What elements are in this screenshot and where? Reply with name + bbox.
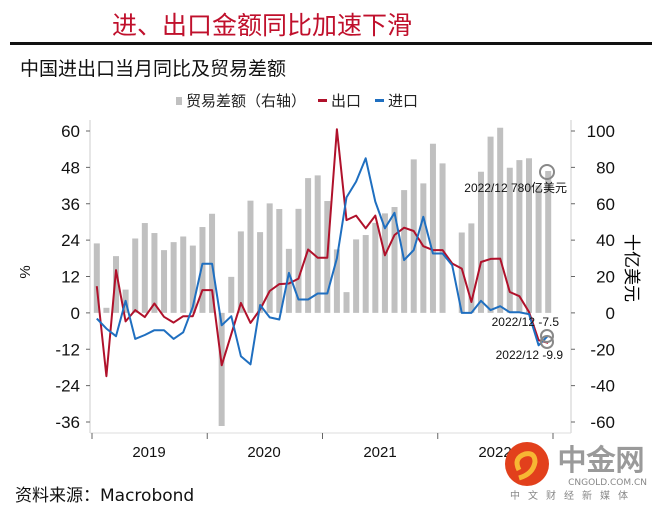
y-tick-label-right: -40: [590, 377, 615, 396]
y-tick-label-right: -20: [590, 340, 615, 359]
legend-swatch-exports: [318, 99, 328, 102]
y-tick-label-right: 80: [596, 158, 615, 177]
balance-bar: [247, 200, 254, 313]
balance-bar: [189, 245, 196, 313]
balance-bar: [237, 231, 244, 313]
balance-bar: [151, 233, 158, 313]
balance-bar: [305, 178, 312, 313]
balance-bar: [199, 227, 206, 313]
logo-domain: CNGOLD.COM.CN: [568, 478, 647, 488]
logo-tagline: 中文财经新媒体: [510, 489, 636, 502]
annotation-marker-exports: [540, 335, 554, 349]
axes: [86, 120, 575, 439]
balance-bar: [276, 209, 283, 313]
balance-bar: [372, 222, 379, 313]
balance-bar: [285, 248, 292, 313]
y-tick-label-left: -36: [55, 413, 80, 432]
balance-bar: [170, 242, 177, 313]
title-divider: [10, 42, 652, 45]
balance-bar: [381, 213, 388, 313]
balance-bar: [93, 243, 100, 313]
balance-bar: [343, 292, 350, 313]
y-tick-label-right: 0: [606, 304, 615, 323]
balance-bar: [401, 190, 408, 313]
balance-bar: [420, 183, 427, 313]
y-tick-label-right: -60: [590, 413, 615, 432]
balance-bar: [362, 235, 369, 313]
balance-bar: [525, 158, 532, 313]
balance-bar: [103, 307, 110, 313]
balance-bar: [141, 223, 148, 313]
y-tick-label-right: 60: [596, 195, 615, 214]
exports-line: [95, 128, 549, 378]
balance-bars: [93, 127, 552, 427]
balance-bar: [545, 171, 552, 313]
lines: [95, 128, 549, 378]
balance-bar: [266, 203, 273, 313]
balance-bar: [257, 232, 264, 313]
chart-title: 中国进出口当月同比及贸易差额: [20, 58, 287, 80]
balance-bar: [477, 171, 484, 313]
imports-line: [96, 157, 549, 366]
balance-bar: [516, 160, 523, 313]
balance-bar: [218, 312, 225, 427]
balance-bar: [353, 239, 360, 313]
y-tick-label-right: 20: [596, 268, 615, 287]
y-axis-left-label: %: [17, 265, 34, 278]
balance-bar: [314, 175, 321, 313]
x-tick-label: 2022: [478, 444, 511, 461]
y-tick-label-left: 36: [61, 195, 80, 214]
balance-bar: [439, 163, 446, 313]
balance-bar: [333, 249, 340, 313]
source-note: 资料来源：Macrobond: [15, 486, 195, 506]
page-title: 进、出口金额同比加速下滑: [111, 11, 412, 40]
annotation-exports: 2022/12 -9.9: [496, 348, 564, 362]
balance-bar: [161, 250, 168, 313]
annotation-balance: 2022/12 780亿美元: [464, 180, 567, 195]
y-tick-label-left: -12: [55, 340, 80, 359]
y-tick-label-left: 24: [61, 231, 80, 250]
y-tick-label-left: 0: [71, 304, 80, 323]
balance-bar: [132, 238, 139, 313]
x-tick-label: 2019: [132, 444, 165, 461]
balance-bar: [458, 232, 465, 313]
balance-bar: [487, 136, 494, 313]
y-tick-label-right: 40: [596, 231, 615, 250]
annotation-marker-imports: [540, 329, 554, 343]
logo-name: 中金网: [557, 443, 644, 477]
balance-bar: [410, 159, 417, 313]
y-tick-label-left: 60: [61, 122, 80, 141]
balance-bar: [497, 127, 504, 313]
annotation-imports: 2022/12 -7.5: [492, 315, 560, 329]
logo: 中金网 CNGOLD.COM.CN 中文财经新媒体: [505, 442, 647, 502]
balance-bar: [506, 167, 513, 313]
x-tick-label: 2020: [247, 444, 280, 461]
balance-bar: [295, 208, 302, 313]
legend-swatch-balance: [176, 96, 182, 105]
legend: 贸易差额（右轴） 出口 进口: [176, 90, 418, 111]
balance-bar: [180, 236, 187, 313]
legend-label-imports: 进口: [388, 92, 419, 110]
y-tick-label-left: 48: [61, 158, 80, 177]
balance-bar: [468, 223, 475, 313]
annotation-marker-balance: [539, 164, 555, 180]
logo-mark-icon: [505, 442, 549, 486]
y-tick-label-left: -24: [55, 377, 80, 396]
x-tick-label: 2021: [363, 444, 396, 461]
y-axis-right-label: 十亿美元: [621, 234, 641, 302]
balance-bar: [429, 143, 436, 313]
y-tick-label-left: 12: [61, 268, 80, 287]
legend-label-exports: 出口: [331, 92, 362, 110]
balance-bar: [535, 185, 542, 313]
balance-bar: [391, 207, 398, 313]
legend-label-balance: 贸易差额（右轴）: [186, 92, 307, 110]
balance-bar: [113, 256, 120, 313]
balance-bar: [228, 276, 235, 313]
logo-swirl-icon: [514, 451, 538, 481]
y-tick-label-right: 100: [587, 122, 615, 141]
legend-swatch-imports: [375, 99, 385, 102]
